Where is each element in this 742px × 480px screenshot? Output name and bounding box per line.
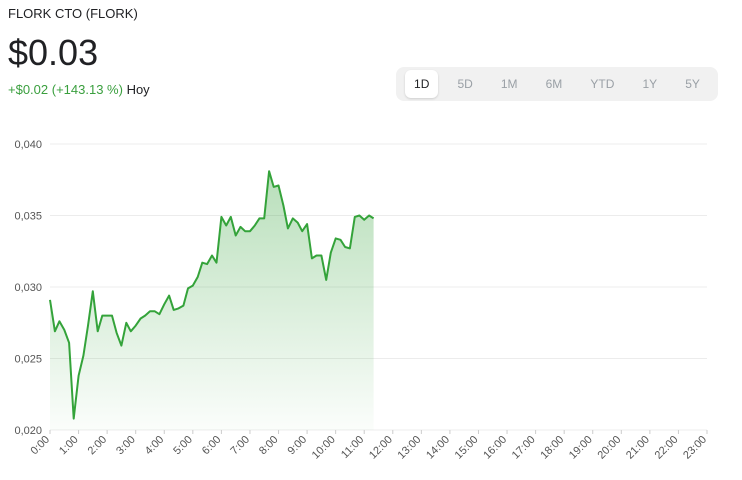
x-tick-label: 22:00	[653, 434, 681, 462]
x-tick-label: 1:00	[57, 434, 81, 458]
area	[50, 171, 374, 430]
x-tick-label: 18:00	[538, 434, 566, 462]
x-tick-label: 19:00	[567, 434, 595, 462]
x-tick-label: 3:00	[114, 434, 138, 458]
x-tick-label: 7:00	[228, 434, 252, 458]
x-tick-label: 16:00	[481, 434, 509, 462]
range-button[interactable]: 5Y	[685, 77, 700, 91]
x-tick-label: 17:00	[510, 434, 538, 462]
price-line	[49, 170, 375, 420]
period: Hoy	[126, 82, 150, 97]
x-tick-label: 21:00	[624, 434, 652, 462]
x-tick-label: 14:00	[424, 434, 452, 462]
x-tick-label: 11:00	[339, 434, 366, 461]
asset-title: FLORK CTO (FLORK)	[8, 6, 138, 21]
x-tick-label: 20:00	[595, 434, 623, 462]
y-tick-label: 0,040	[14, 139, 42, 151]
x-tick-label: 23:00	[681, 434, 709, 462]
x-tick-label: 10:00	[310, 434, 338, 462]
x-tick-label: 4:00	[143, 434, 167, 458]
x-tick-label: 15:00	[453, 434, 481, 462]
x-tick-label: 5:00	[171, 434, 195, 458]
range-button[interactable]: 5D	[457, 77, 473, 91]
x-tick-label: 6:00	[200, 434, 224, 458]
x-tick-label: 8:00	[257, 434, 281, 458]
price: $0.03	[8, 32, 99, 73]
x-tick-label: 12:00	[367, 434, 395, 462]
x-tick-label: 2:00	[86, 434, 110, 458]
range-button[interactable]: 1D	[405, 70, 439, 98]
x-tick-label: 0:00	[28, 434, 52, 458]
range-selector: 1D 5D 1M 6M YTD 1Y 5Y	[396, 67, 718, 101]
range-button[interactable]: YTD	[590, 77, 615, 91]
range-button[interactable]: 6M	[545, 77, 563, 91]
y-tick-label: 0,035	[14, 211, 42, 223]
change-row: +$0.02 (+143.13 %) Hoy	[8, 82, 150, 97]
x-tick-label: 9:00	[286, 434, 310, 458]
y-tick-label: 0,020	[14, 425, 42, 437]
change-percent: (+143.13 %)	[51, 82, 123, 97]
change: +$0.02	[8, 82, 49, 97]
range-button[interactable]: 1M	[500, 77, 518, 91]
x-tick-label: 13:00	[396, 434, 424, 462]
range-button[interactable]: 1Y	[642, 77, 658, 91]
y-tick-label: 0,030	[14, 282, 42, 294]
y-tick-label: 0,025	[14, 354, 42, 366]
